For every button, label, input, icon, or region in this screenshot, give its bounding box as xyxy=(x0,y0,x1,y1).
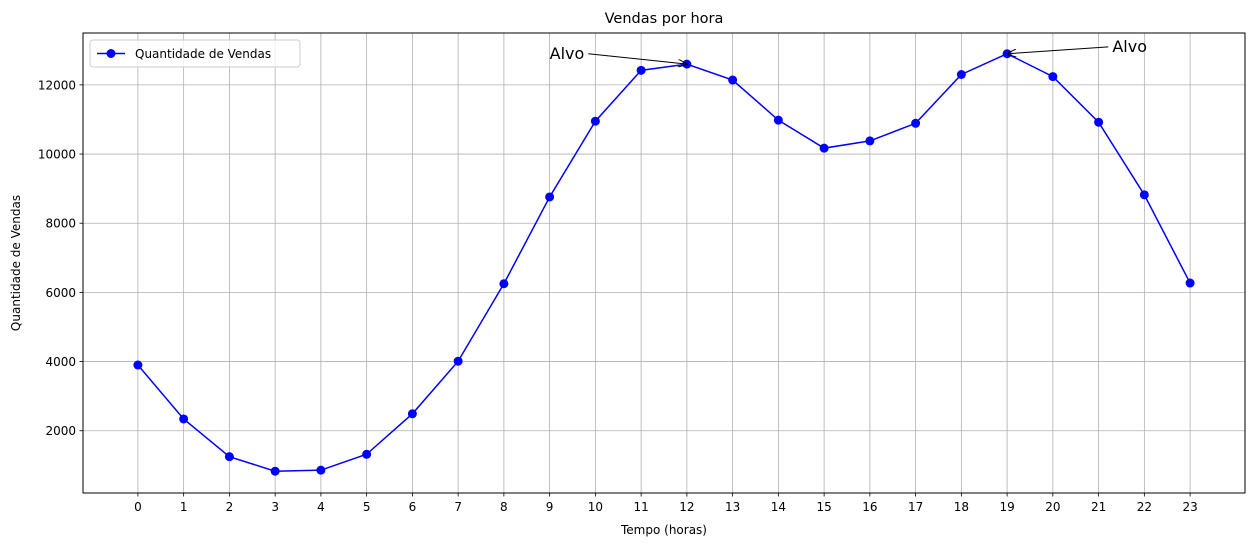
x-tick-label: 14 xyxy=(771,500,786,514)
x-tick-label: 22 xyxy=(1137,500,1152,514)
x-tick-label: 23 xyxy=(1182,500,1197,514)
data-point xyxy=(133,360,143,370)
y-tick-label: 2000 xyxy=(45,424,76,438)
annotation-text: Alvo xyxy=(550,44,585,63)
series-layer xyxy=(133,49,1195,476)
y-axis-label: Quantidade de Vendas xyxy=(9,195,23,331)
x-tick-label: 1 xyxy=(180,500,188,514)
y-tick-label: 12000 xyxy=(38,78,76,92)
data-point xyxy=(1048,72,1058,82)
data-point xyxy=(1094,117,1104,127)
chart-title: Vendas por hora xyxy=(605,11,724,27)
data-point xyxy=(1139,190,1149,200)
x-tick-label: 10 xyxy=(588,500,603,514)
data-point xyxy=(956,70,966,80)
y-tick-label: 6000 xyxy=(45,286,76,300)
data-point xyxy=(911,118,921,128)
x-tick-label: 15 xyxy=(816,500,831,514)
x-tick-label: 13 xyxy=(725,500,740,514)
x-tick-label: 8 xyxy=(500,500,508,514)
x-tick-label: 9 xyxy=(546,500,554,514)
annotation-arrow xyxy=(1007,46,1109,54)
y-tick-label: 10000 xyxy=(38,148,76,162)
x-axis-label: Tempo (horas) xyxy=(620,523,707,537)
x-tick-label: 7 xyxy=(454,500,462,514)
x-tick-label: 4 xyxy=(317,500,325,514)
y-tick-label: 8000 xyxy=(45,217,76,231)
x-tick-label: 17 xyxy=(908,500,923,514)
x-tick-label: 5 xyxy=(363,500,371,514)
x-tick-label: 20 xyxy=(1045,500,1060,514)
data-point xyxy=(636,65,646,75)
x-tick-label: 21 xyxy=(1091,500,1106,514)
data-point xyxy=(270,466,280,476)
annotation-arrow xyxy=(588,53,687,64)
x-tick-label: 12 xyxy=(679,500,694,514)
x-tick-label: 6 xyxy=(409,500,417,514)
series-line xyxy=(137,52,1191,472)
x-tick-label: 0 xyxy=(134,500,142,514)
legend-marker-swatch xyxy=(106,49,116,58)
data-point xyxy=(224,452,234,462)
data-point xyxy=(499,279,509,289)
data-point xyxy=(407,409,417,419)
x-tick-label: 18 xyxy=(954,500,969,514)
x-tick-label: 11 xyxy=(633,500,648,514)
legend-entry-label: Quantidade de Vendas xyxy=(135,47,271,61)
data-point xyxy=(590,116,600,126)
data-point xyxy=(362,449,372,459)
data-point xyxy=(179,414,189,424)
data-point xyxy=(545,192,555,202)
data-point xyxy=(453,356,463,366)
x-tick-label: 19 xyxy=(999,500,1014,514)
data-point xyxy=(819,143,829,153)
annotations: Alvo Alvo xyxy=(550,37,1147,64)
plot-frame xyxy=(82,32,1246,494)
data-point xyxy=(728,75,738,85)
x-tick-label: 3 xyxy=(271,500,279,514)
grid xyxy=(83,33,1245,493)
y-tick-label: 4000 xyxy=(45,355,76,369)
data-point xyxy=(773,115,783,125)
annotation-text: Alvo xyxy=(1112,37,1147,56)
x-tick-label: 2 xyxy=(226,500,234,514)
data-point xyxy=(1185,278,1195,288)
legend-box xyxy=(89,39,301,68)
data-point xyxy=(316,465,326,475)
axis-ticks: 0 1 2 3 4 5 6 7 8 9 10 11 12 13 14 15 16 17 18 19 20 21 22 2320… xyxy=(38,78,1198,514)
legend: Quantidade de Vendas xyxy=(89,39,301,68)
data-point xyxy=(865,136,875,146)
x-tick-label: 16 xyxy=(862,500,877,514)
